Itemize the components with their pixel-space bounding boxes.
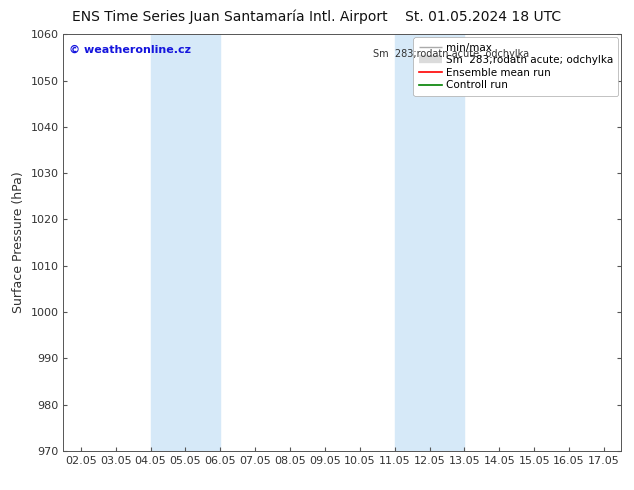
Text: ENS Time Series Juan Santamaría Intl. Airport    St. 01.05.2024 18 UTC: ENS Time Series Juan Santamaría Intl. Ai… [72,10,562,24]
Y-axis label: Surface Pressure (hPa): Surface Pressure (hPa) [12,172,25,314]
Legend: min/max, Sm  283;rodatn acute; odchylka, Ensemble mean run, Controll run: min/max, Sm 283;rodatn acute; odchylka, … [413,37,618,96]
Bar [150,34,221,451]
Bar [394,34,464,451]
Text: Sm  283;rodatn acute; odchylka: Sm 283;rodatn acute; odchylka [373,49,529,59]
Text: © weatheronline.cz: © weatheronline.cz [69,45,191,55]
